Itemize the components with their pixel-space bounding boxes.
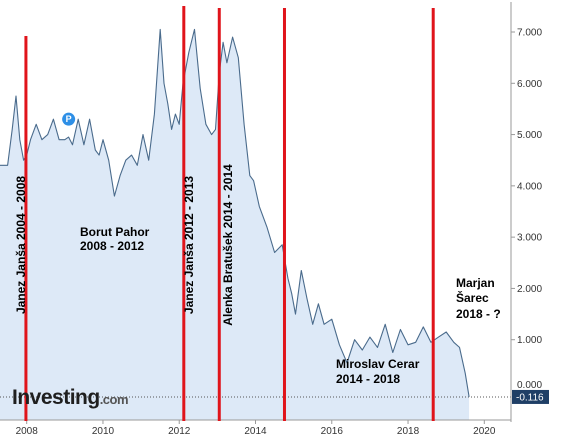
x-tick-label: 2008 (16, 426, 39, 435)
annotation-label: Janez Janša 2004 - 2008 (14, 176, 28, 314)
x-tick-label: 2010 (92, 426, 115, 435)
y-tick-label: 7.000 (517, 28, 542, 39)
annotation-label: 2008 - 2012 (80, 239, 144, 253)
axes: 1.000 2.000 3.000 4.000 5.000 6.000 7.000 0.000… (0, 2, 549, 435)
annotation-label: Janez Janša 2012 - 2013 (182, 176, 196, 314)
y-tick-label: 1.000 (517, 335, 542, 346)
annotation-label: 2014 - 2018 (336, 372, 400, 386)
logo-main: Investing (12, 386, 100, 409)
plot-area (0, 28, 511, 421)
y-tick-label: 2.000 (517, 284, 542, 295)
logo: Investing.com (12, 386, 129, 409)
y-tick-label: 3.000 (517, 233, 542, 244)
logo-suffix: .com (100, 392, 128, 407)
government-change-markers (24, 6, 435, 421)
y-tick-label: 4.000 (517, 181, 542, 192)
last-value-label: -0.116 (516, 392, 544, 403)
y-tick-label: 5.000 (517, 130, 542, 141)
annotation-label: Šarec (456, 290, 489, 305)
y-tick-label: 6.000 (517, 79, 542, 90)
series-line (0, 28, 470, 397)
annotation-label: Borut Pahor (80, 225, 150, 239)
annotation-label: Miroslav Cerar (336, 357, 420, 371)
x-tick-label: 2020 (473, 426, 496, 435)
p-badge-label: P (66, 114, 72, 124)
logo-text: Investing.com (12, 386, 128, 409)
x-tick-label: 2014 (244, 426, 267, 435)
annotation-label: Alenka Bratušek 2014 - 2014 (221, 164, 235, 326)
annotation-label: Marjan (456, 276, 495, 290)
x-tick-label: 2018 (397, 426, 420, 435)
annotation-label: 2018 - ? (456, 307, 501, 321)
series-area-fill (0, 29, 470, 421)
x-tick-label: 2012 (168, 426, 191, 435)
x-tick-label: 2016 (321, 426, 344, 435)
y-tick-label: 0.000 (517, 380, 542, 391)
p-badge-icon[interactable] (62, 112, 76, 126)
last-value-badge (512, 389, 549, 404)
